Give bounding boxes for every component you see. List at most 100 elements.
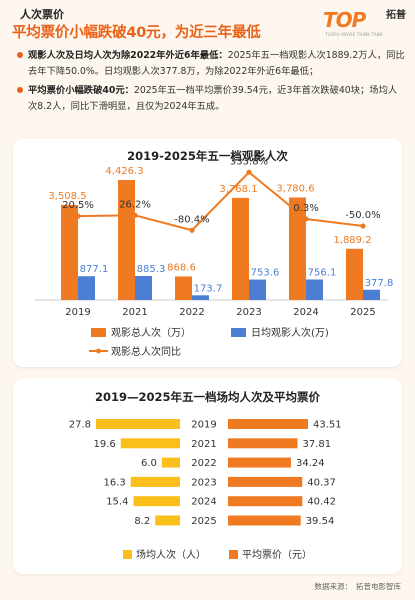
x-tick-label: 2021 — [122, 307, 147, 318]
legend-swatch-attendance — [123, 550, 132, 559]
legend-label: 观影总人次（万） — [111, 326, 191, 339]
x-tick-label: 2023 — [236, 307, 261, 318]
bar-daily-attendance — [78, 276, 95, 300]
logo-chinese-name: 拓普 — [386, 10, 406, 21]
bar-total-attendance — [346, 248, 363, 300]
yoy-point — [132, 212, 138, 218]
source-name: 拓普电影智库 — [356, 582, 401, 591]
bullet-dot-icon — [17, 52, 23, 58]
bar-value-label: 377.8 — [365, 278, 394, 289]
bar-daily-attendance — [363, 289, 380, 300]
price-chart-card: 2019—2025年五一档场均人次及平均票价 27.8 2019 43.51 19.6… — [13, 378, 402, 574]
summary-bullets: 观影人次及日均人次为除2022年外近6年最低：2025年五一档观影人次1889.… — [16, 48, 405, 118]
bar-total-attendance — [118, 180, 135, 300]
yoy-point — [360, 223, 366, 229]
bar-avg-price — [228, 476, 303, 487]
yoy-value-label: 20.5% — [62, 200, 94, 211]
x-tick-label: 2024 — [293, 307, 318, 318]
bar-avg-price — [228, 419, 308, 429]
bar-value-label: 43.51 — [313, 420, 342, 431]
bar-avg-attendance — [120, 438, 180, 449]
yoy-line — [77, 171, 364, 232]
data-source: 数据来源： 拓普电影智库 — [315, 581, 402, 592]
legend-swatch-price — [229, 550, 238, 559]
legend-swatch-total — [91, 328, 106, 337]
category-label: 2024 — [191, 497, 216, 508]
bar-value-label: 3,768.1 — [219, 184, 257, 195]
bar-daily-attendance — [306, 279, 323, 300]
bar-value-label: 3,780.6 — [276, 184, 314, 195]
bar-avg-attendance — [155, 515, 180, 526]
source-label: 数据来源： — [314, 582, 353, 591]
bar-value-label: 16.3 — [103, 477, 125, 488]
price-attendance-chart: 27.8 2019 43.51 19.6 2021 37.81 6.0 2022 34.24 16… — [69, 419, 342, 561]
bar-avg-attendance — [133, 496, 180, 507]
bar-value-label: 40.37 — [307, 477, 336, 488]
bar-total-attendance — [61, 204, 78, 300]
bar-value-label: 40.42 — [307, 497, 336, 508]
legend-label: 平均票价（元） — [242, 549, 312, 561]
x-tick-label: 2022 — [179, 307, 204, 318]
bar-value-label: 15.4 — [106, 497, 128, 508]
legend-swatch-daily — [231, 328, 246, 337]
legend-label: 场均人次（人） — [136, 548, 206, 561]
bar-avg-attendance — [130, 476, 180, 487]
bar-value-label: 27.8 — [69, 420, 91, 431]
category-label: 2025 — [191, 516, 216, 527]
page-headline: 平均票价小幅跌破40元，为近三年最低 — [12, 25, 261, 41]
bar-value-label: 6.0 — [141, 458, 157, 469]
bar-value-label: 756.1 — [308, 268, 337, 279]
yoy-value-label: -50.0% — [345, 210, 380, 221]
yoy-value-label: 333.8% — [230, 156, 268, 167]
bullet-lead: 观影人次及日均人次为除2022年外近6年最低： — [28, 50, 228, 61]
bar-value-label: 173.7 — [194, 283, 223, 294]
bar-value-label: 8.2 — [134, 516, 150, 527]
logo-mark: TOP — [323, 8, 366, 32]
yoy-value-label: -80.4% — [174, 214, 209, 225]
category-label: 2022 — [191, 458, 216, 469]
bar-value-label: 37.81 — [303, 439, 332, 450]
bar-total-attendance — [289, 197, 306, 300]
bar-value-label: 1,889.2 — [333, 235, 371, 246]
bar-avg-price — [228, 438, 298, 449]
yoy-point — [75, 213, 81, 219]
yoy-point — [246, 169, 252, 175]
category-label: 2023 — [191, 477, 216, 488]
bullet-text: 2025年五一档平均票价39.54元，近3年首次跌破40块；场均人次8.2人，同… — [28, 85, 398, 112]
yoy-point — [189, 227, 195, 233]
legend-swatch-yoy-dot — [96, 348, 101, 354]
bar-avg-price — [228, 496, 303, 507]
x-tick-label: 2019 — [65, 307, 90, 318]
brand-logo: TOP TUOPU MOVIE THINK TANK 拓普 — [323, 8, 407, 42]
bar-value-label: 753.6 — [251, 268, 280, 279]
bar-value-label: 868.6 — [167, 262, 196, 273]
category-label: 2019 — [191, 420, 216, 431]
bar-value-label: 19.6 — [94, 439, 116, 450]
legend-label: 观影总人次同比 — [111, 345, 181, 358]
chart-title: 2019—2025年五一档场均人次及平均票价 — [94, 390, 320, 404]
bar-avg-price — [228, 515, 301, 526]
bullet-lead: 平均票价小幅跌破40元： — [28, 85, 134, 96]
bar-daily-attendance — [192, 295, 209, 300]
bar-value-label: 39.54 — [306, 516, 335, 527]
bar-value-label: 4,426.3 — [105, 166, 143, 177]
bar-avg-attendance — [161, 457, 180, 468]
x-tick-label: 2025 — [350, 307, 375, 318]
bar-total-attendance — [175, 276, 192, 300]
yoy-value-label: 26.2% — [119, 199, 151, 210]
chart-title: 2019-2025年五一档观影人次 — [127, 149, 288, 163]
attendance-chart-card: 2019-2025年五一档观影人次 3,508.5 877.1 2019 4,426.… — [13, 139, 402, 367]
bar-daily-attendance — [249, 279, 266, 300]
category-label: 2021 — [191, 439, 216, 450]
bar-value-label: 885.3 — [137, 264, 166, 275]
bar-total-attendance — [232, 197, 249, 300]
bullet-ticket-price: 平均票价小幅跌破40元：2025年五一档平均票价39.54元，近3年首次跌破40… — [16, 83, 405, 114]
legend-label: 日均观影人次(万) — [251, 326, 329, 339]
attendance-chart: 3,508.5 877.1 2019 4,426.3 885.3 2021 868.6 173… — [35, 156, 394, 358]
bar-avg-price — [228, 457, 291, 468]
bar-daily-attendance — [135, 275, 152, 300]
yoy-point — [303, 216, 309, 222]
bullet-text: 2025年五一档观影人次1889.2万人，同比去年下降50.0%。日均观影人次3… — [28, 50, 405, 77]
logo-subtitle: TUOPU MOVIE THINK TANK — [325, 32, 383, 37]
yoy-value-label: 0.3% — [293, 203, 318, 214]
